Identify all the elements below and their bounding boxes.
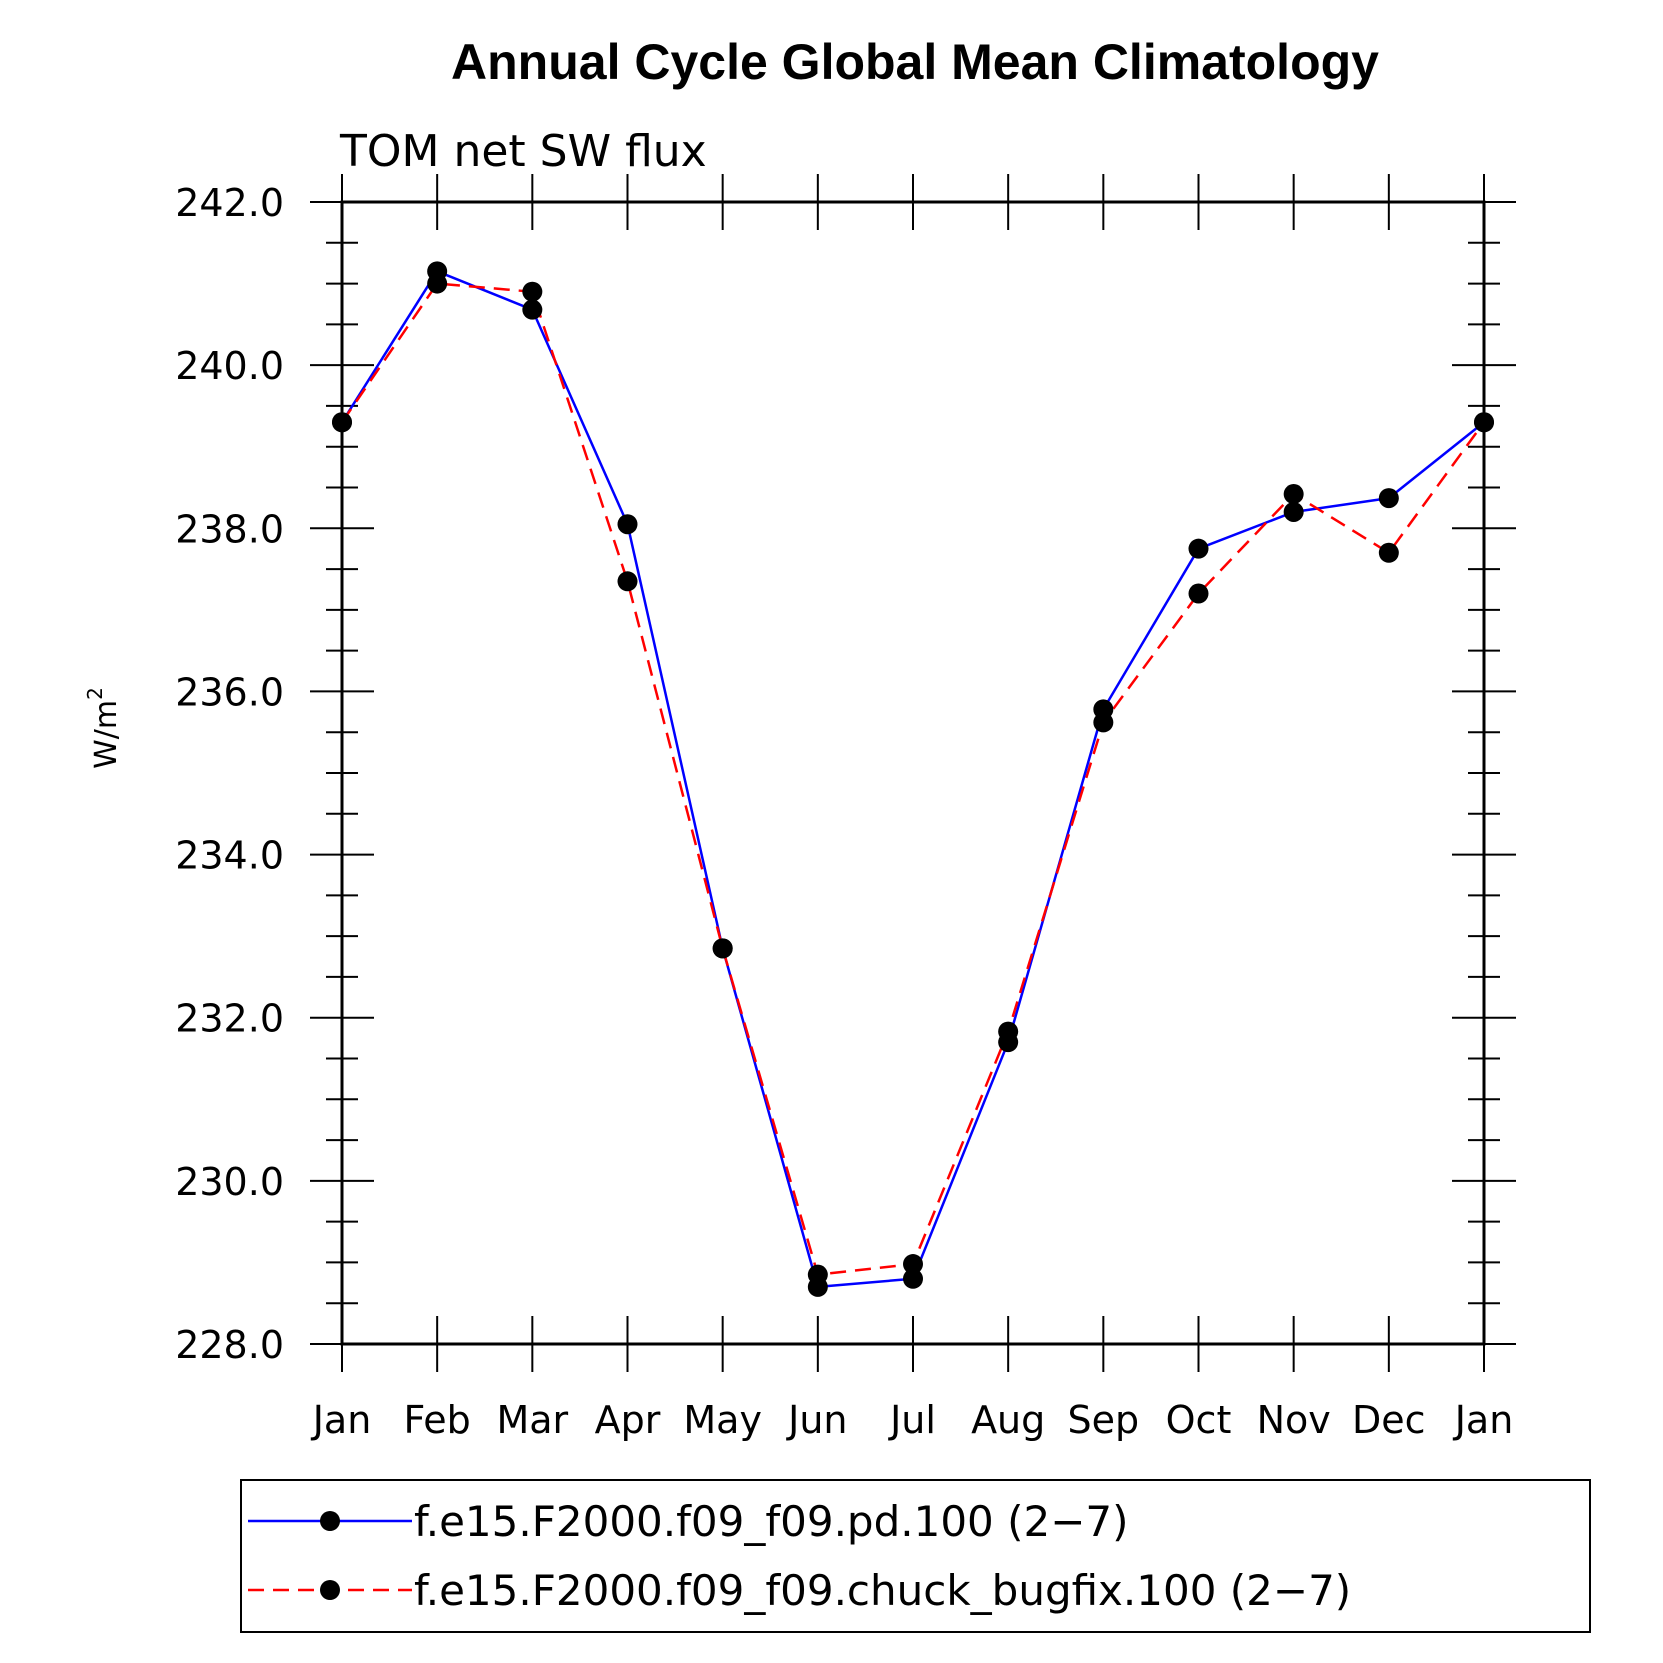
series-2-point [522,281,543,302]
series-layer [332,261,1494,1297]
legend-series-2-label: f.e15.F2000.f09_f09.chuck_bugfix.100 (2−… [414,1566,1351,1615]
x-tick-label: Aug [971,1398,1045,1442]
y-tick-label: 238.0 [175,507,284,551]
y-axis-label: W/m2 [83,687,124,769]
x-tick-label: Dec [1352,1398,1426,1442]
y-tick-label: 234.0 [175,834,284,878]
chart-title: Annual Cycle Global Mean Climatology [451,34,1379,90]
series-1-line [340,270,1485,1289]
series-2-point [617,571,638,592]
y-tick-label: 240.0 [175,344,284,388]
series-1-point [1188,538,1209,559]
series-2-point [1093,712,1114,733]
legend: f.e15.F2000.f09_f09.pd.100 (2−7) f.e15.F2… [240,1479,1591,1633]
legend-series-1-marker [320,1511,340,1531]
series-1-point [617,514,638,535]
legend-box [240,1479,1591,1633]
x-tick-label: Jul [888,1398,936,1442]
x-tick-label: Jun [786,1398,847,1442]
plot-frame [340,200,1486,1346]
series-2-point [1188,583,1209,604]
tick-labels: 228.0 230.0 232.0 234.0 236.0 238.0 240.0 242.0… [175,181,1513,1442]
y-axis-label-text: W/m [89,700,124,769]
series-1-point [903,1268,923,1289]
x-tick-label: Sep [1068,1398,1140,1442]
series-2-point [712,938,733,959]
x-tick-label: Jan [1453,1398,1514,1442]
series-1-point [1283,501,1304,522]
x-tick-label: Nov [1257,1398,1331,1442]
series-1-point [522,299,543,320]
y-axis-label-superscript: 2 [83,687,107,700]
series-2-point [1283,484,1304,505]
x-tick-label: Jan [311,1398,372,1442]
legend-series-2-marker [320,1580,340,1600]
chart-subtitle: TOM net SW flux [339,126,707,177]
x-tick-label: Mar [496,1398,568,1442]
series-2-point [807,1264,828,1285]
series-2-point [1378,542,1399,563]
series-2-point [427,273,448,294]
x-tick-label: Oct [1166,1398,1232,1442]
y-tick-label: 230.0 [175,1160,284,1204]
axis-ticks [310,174,1516,1372]
series-2-line [340,282,1486,1276]
series-1-point [1378,488,1399,509]
series-2-point [903,1254,923,1275]
x-tick-label: Apr [595,1398,661,1442]
y-tick-label: 232.0 [175,997,284,1041]
x-tick-label: Feb [404,1398,471,1442]
y-tick-label: 236.0 [175,670,284,714]
y-tick-label: 228.0 [175,1323,284,1367]
legend-series-1-label: f.e15.F2000.f09_f09.pd.100 (2−7) [414,1497,1129,1546]
series-2-point [998,1021,1019,1042]
x-tick-label: May [683,1398,762,1442]
y-tick-label: 242.0 [175,181,284,225]
svg-text:W/m2: W/m2 [83,687,124,769]
